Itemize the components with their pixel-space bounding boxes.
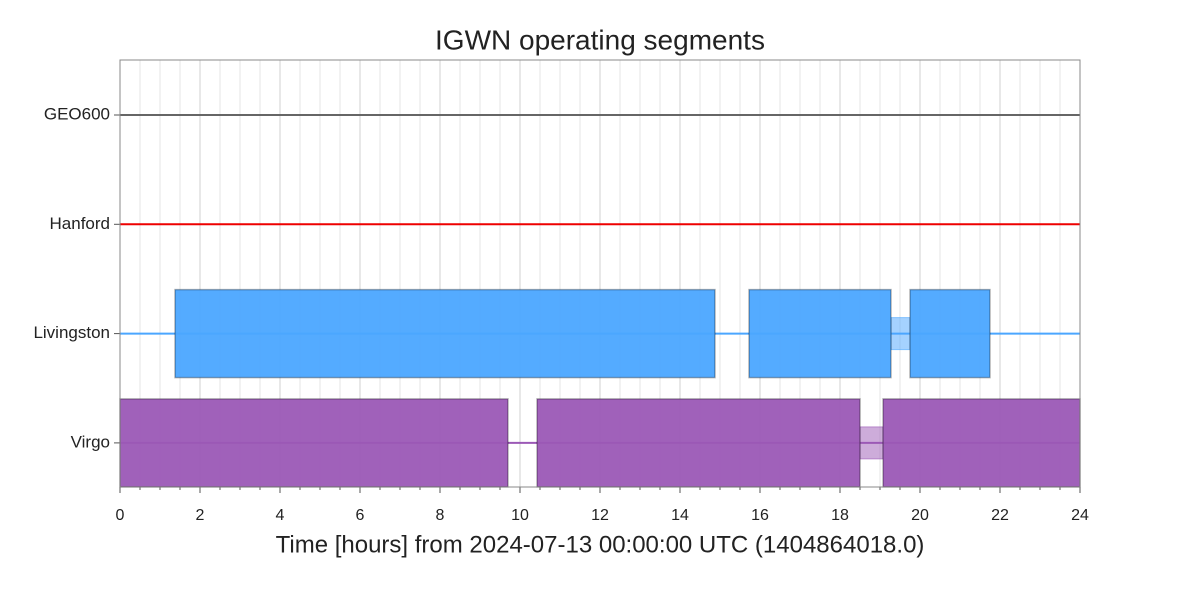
x-tick-label: 2	[196, 507, 205, 524]
x-tick-label: 6	[356, 507, 365, 524]
plot-frame	[119, 59, 1081, 488]
row-label: Virgo	[71, 432, 110, 451]
x-tick-label: 12	[591, 507, 609, 524]
x-tick-label: 8	[436, 507, 445, 524]
chart-title: IGWN operating segments	[435, 24, 765, 55]
x-tick-label: 22	[991, 507, 1009, 524]
x-tick-label: 10	[511, 507, 529, 524]
active-segment	[748, 288, 892, 379]
x-tick-label: 24	[1071, 507, 1089, 524]
x-tick-label: 16	[751, 507, 769, 524]
x-tick-label: 0	[116, 507, 125, 524]
active-segment	[174, 288, 716, 379]
x-axis-label: Time [hours] from 2024-07-13 00:00:00 UT…	[276, 531, 925, 558]
row-label: Livingston	[33, 323, 110, 342]
flagged-segment	[859, 426, 884, 460]
flagged-segment	[890, 317, 911, 351]
active-segment	[882, 398, 1081, 488]
active-segment	[119, 398, 509, 488]
x-tick-label: 20	[911, 507, 929, 524]
x-tick-label: 18	[831, 507, 849, 524]
active-segment	[536, 398, 861, 488]
active-segment	[909, 288, 991, 379]
x-tick-label: 4	[276, 507, 285, 524]
x-tick-label: 14	[671, 507, 689, 524]
row-label: GEO600	[44, 104, 110, 123]
row-label: Hanford	[50, 214, 110, 233]
